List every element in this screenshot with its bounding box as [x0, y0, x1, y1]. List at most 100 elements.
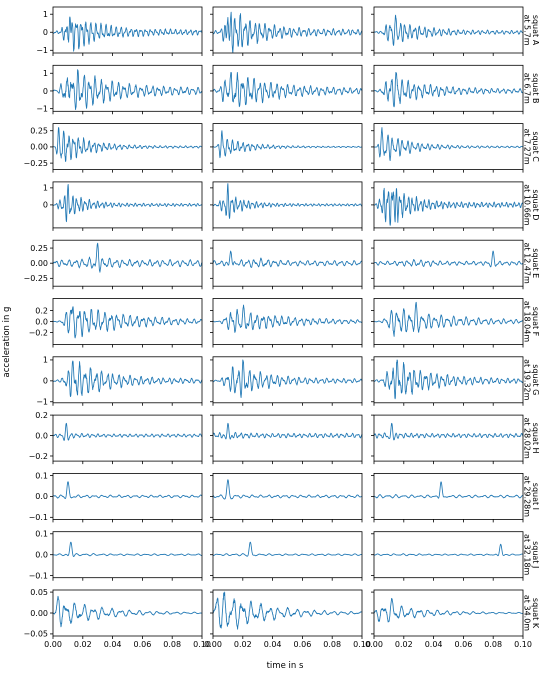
- panel-row8-col2: [210, 414, 363, 465]
- panel-row11-col2: [210, 589, 363, 639]
- row-label-g: squat Gat 19.32m: [522, 359, 539, 400]
- series-line-row6-col1: [52, 306, 203, 339]
- panel-row5-col3: [371, 239, 524, 290]
- x-tick-label: 0.02: [74, 640, 92, 649]
- y-tick-label: −0.25: [23, 274, 48, 283]
- panel-row5-col1: −0.25 0.00 0.25: [23, 239, 203, 290]
- row-label-d: squat Dat 10.66m: [522, 184, 539, 225]
- row-label-line1: squat B: [531, 73, 540, 103]
- y-tick-label: 0.0: [35, 431, 48, 440]
- panel-row3-col3: [371, 123, 524, 173]
- y-tick-label: 1: [43, 10, 48, 19]
- y-tick-label: 0.1: [35, 530, 48, 539]
- panel-row10-col2: [210, 531, 363, 581]
- y-tick-label: −0.2: [29, 328, 48, 337]
- panel-row6-col3: [371, 298, 524, 348]
- panel-row3-col1: −0.25 0.00 0.25: [23, 123, 203, 173]
- row-label-line2: at 6.7m: [522, 73, 531, 104]
- x-tick-label: 0.08: [163, 640, 181, 649]
- series-line-row3-col3: [373, 127, 524, 161]
- x-tick-label: 0.04: [425, 640, 443, 649]
- series-line-row10-col2: [212, 541, 363, 557]
- y-tick-label: 0.25: [30, 127, 48, 136]
- panel-row4-col3: [371, 181, 524, 231]
- series-line-row6-col3: [373, 301, 524, 337]
- panel-frame: [373, 414, 524, 462]
- panel-frame: [212, 181, 363, 229]
- row-label-line1: squat G: [531, 364, 540, 395]
- x-tick-label: 0.02: [234, 640, 252, 649]
- panel-row4-col2: [210, 181, 363, 231]
- y-axis-label: acceleration in g: [2, 307, 12, 378]
- series-line-row10-col1: [52, 541, 203, 557]
- series-line-row7-col3: [373, 359, 524, 400]
- row-label-line2: at 18.04m: [522, 301, 531, 342]
- panel-frame: [212, 6, 363, 54]
- row-label-a: squat Aat 5.7m: [522, 14, 539, 45]
- series-line-row7-col2: [212, 359, 363, 399]
- x-tick-label: 0.00: [44, 640, 62, 649]
- row-label-line2: at 10.66m: [522, 184, 531, 225]
- series-line-row9-col1: [52, 481, 203, 499]
- row-label-line1: squat I: [531, 483, 540, 510]
- panel-row8-col3: [371, 414, 524, 465]
- row-label-e: squat Eat 12.47m: [522, 243, 539, 284]
- y-tick-label: 0.00: [30, 259, 48, 268]
- x-tick-label: 0.04: [264, 640, 282, 649]
- row-label-line2: at 12.47m: [522, 243, 531, 284]
- series-line-row4-col1: [52, 184, 203, 223]
- series-line-row2-col3: [373, 71, 524, 108]
- panel-row7-col2: [210, 356, 363, 406]
- y-tick-label: −0.2: [29, 452, 48, 461]
- panel-row3-col2: [210, 123, 363, 173]
- series-line-row1-col2: [212, 11, 363, 54]
- panel-row5-col2: [210, 239, 363, 290]
- series-line-row5-col1: [52, 242, 203, 273]
- y-tick-label: 0.0: [35, 317, 48, 326]
- row-label-line2: at 5.7m: [522, 14, 531, 45]
- series-line-row10-col3: [373, 543, 524, 557]
- series-line-row5-col3: [373, 250, 524, 268]
- row-label-line2: at 19.32m: [522, 359, 531, 400]
- series-line-row6-col2: [212, 304, 363, 333]
- y-tick-label: −0.1: [29, 513, 48, 522]
- row-label-line1: squat J: [531, 541, 540, 568]
- row-label-line2: at 28.02m: [522, 417, 531, 458]
- y-tick-label: −0.25: [23, 159, 48, 168]
- row-label-line1: squat E: [531, 248, 540, 278]
- series-line-row11-col1: [52, 595, 203, 628]
- x-tick-label: 0.00: [365, 640, 383, 649]
- row-labels: squat Aat 5.7m squat Bat 6.7m squat Cat 7.…: [522, 14, 539, 631]
- panel-row6-col2: [210, 298, 363, 348]
- y-tick-label: 0.25: [30, 244, 48, 253]
- x-axis-label: time in s: [267, 661, 304, 671]
- y-tick-label: −0.1: [29, 571, 48, 580]
- panel-row2-col1: −1 0 1: [36, 64, 203, 115]
- series-line-row4-col3: [373, 187, 524, 226]
- row-label-line1: squat A: [531, 15, 540, 46]
- panel-frame: [52, 414, 203, 462]
- y-tick-label: 1: [43, 184, 48, 193]
- x-tick-label: 0.00: [204, 640, 222, 649]
- x-tick-label: 0.10: [514, 640, 532, 649]
- row-label-f: squat Fat 18.04m: [522, 301, 539, 342]
- row-label-line2: at 29.28m: [522, 476, 531, 517]
- y-tick-label: 0.0: [35, 551, 48, 560]
- panel-row7-col3: [371, 356, 524, 406]
- panel-frame: [373, 64, 524, 112]
- row-label-line2: at 7.27m: [522, 129, 531, 165]
- row-label-line1: squat H: [531, 423, 540, 454]
- y-tick-label: 0: [43, 28, 48, 37]
- y-tick-label: 0: [43, 201, 48, 210]
- row-label-k: squat Kat 34.0m: [522, 595, 539, 631]
- series-line-row3-col2: [212, 130, 363, 159]
- y-tick-label: −1: [36, 398, 48, 407]
- series-line-row11-col3: [373, 597, 524, 623]
- x-tick-labels: 0.00 0.02 0.04 0.06 0.08 0.100.00 0.02 0.04 0.06…: [44, 640, 532, 649]
- panel-row11-col3: [371, 589, 524, 639]
- y-tick-label: −0.05: [23, 630, 48, 639]
- y-tick-label: −1: [36, 46, 48, 55]
- y-tick-label: 0: [43, 377, 48, 386]
- series-line-row3-col1: [52, 127, 203, 162]
